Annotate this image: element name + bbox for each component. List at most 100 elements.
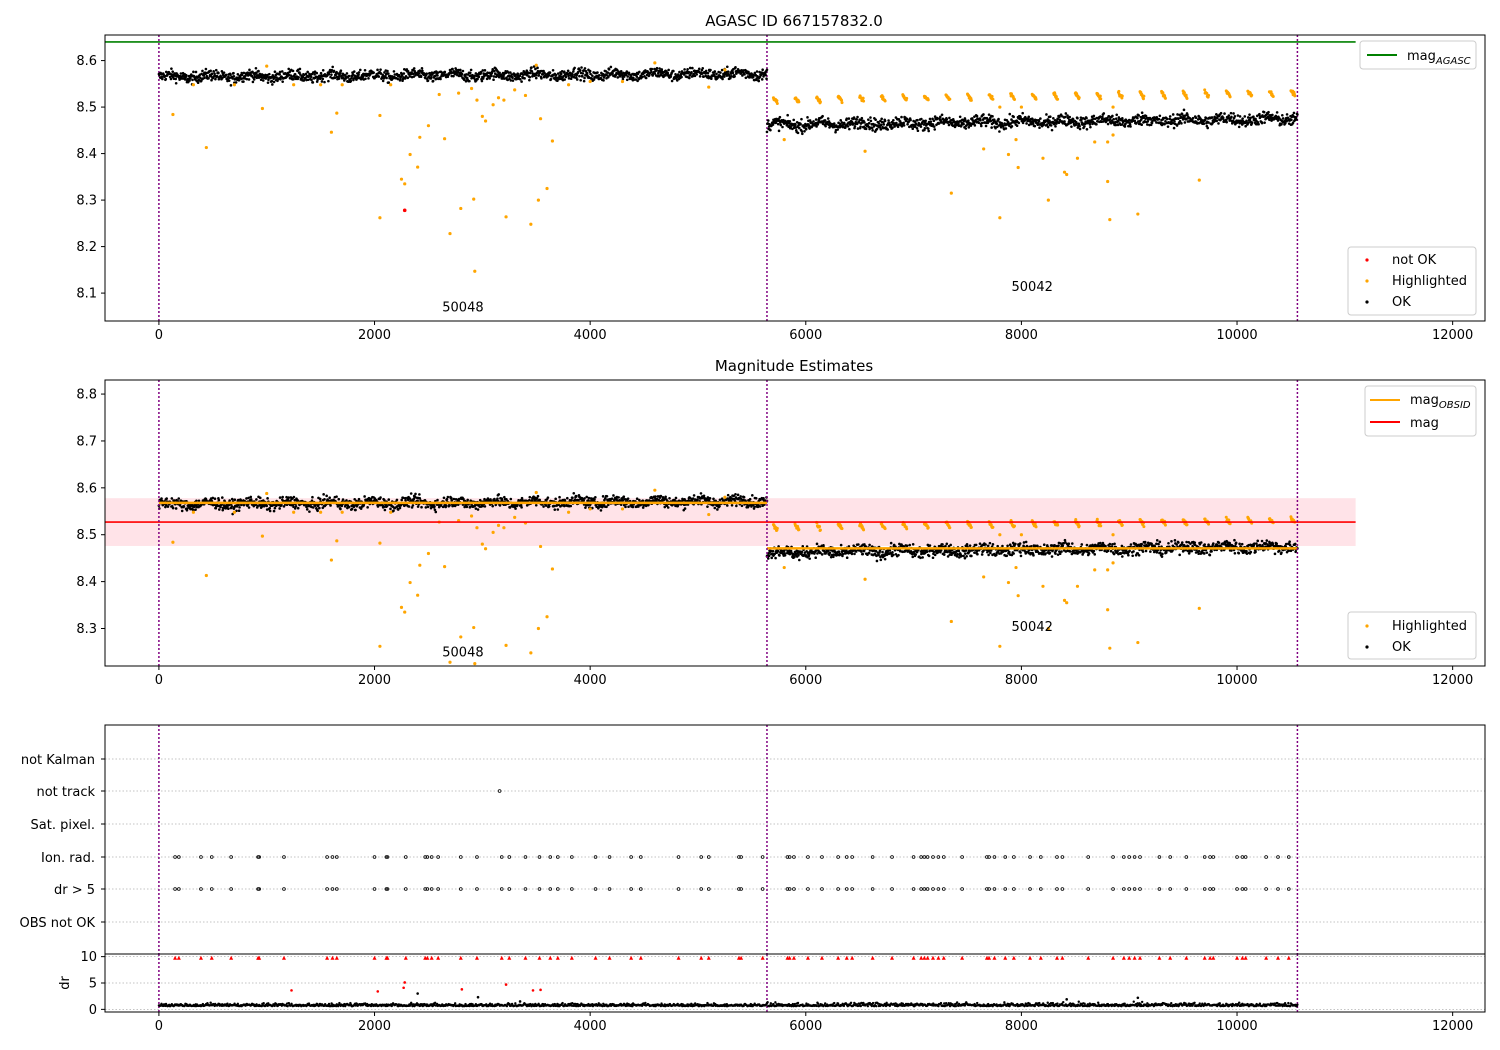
highlighted-point <box>861 96 865 100</box>
ok-point <box>554 73 558 77</box>
ok-point <box>666 506 670 509</box>
ok-point <box>905 544 909 548</box>
ok-point <box>213 72 216 75</box>
ok-point <box>846 125 850 128</box>
ok-point <box>400 498 404 502</box>
ok-point <box>776 122 780 126</box>
ok-point <box>347 505 351 509</box>
ok-point <box>778 554 781 557</box>
ok-point <box>1114 117 1118 121</box>
ok-point <box>347 74 351 78</box>
ok-point <box>980 553 984 556</box>
ok-point <box>814 556 817 559</box>
ok-point <box>606 75 610 79</box>
ok-point <box>340 74 344 78</box>
ok-point <box>316 509 319 513</box>
ok-point <box>957 549 961 553</box>
ok-point <box>404 498 407 502</box>
ok-point <box>436 74 439 77</box>
highlighted-point <box>473 269 477 273</box>
ok-point <box>653 72 657 75</box>
ok-point <box>889 541 893 545</box>
ok-point <box>511 76 514 80</box>
ok-point <box>514 507 517 510</box>
ok-point <box>562 70 566 74</box>
ok-point <box>867 551 871 555</box>
ok-point <box>411 504 415 507</box>
ok-point <box>744 76 748 80</box>
ok-point <box>815 542 819 546</box>
ok-point <box>928 544 932 547</box>
legend-agasc: magAGASC <box>1359 40 1477 70</box>
ok-point <box>592 78 596 81</box>
ok-point <box>547 505 551 508</box>
ok-point <box>897 553 900 557</box>
highlighted-point <box>775 99 779 103</box>
ok-point <box>164 70 168 74</box>
ok-point <box>173 499 176 502</box>
ok-point <box>864 127 868 131</box>
ok-point <box>511 79 515 82</box>
ok-point <box>462 78 466 82</box>
ok-point <box>319 71 323 75</box>
ok-point <box>855 118 858 121</box>
ok-point <box>230 504 234 508</box>
ok-point <box>389 507 392 511</box>
highlighted-point <box>1016 165 1020 170</box>
ok-point <box>962 122 965 126</box>
highlighted-point <box>588 79 592 84</box>
ok-point <box>588 69 592 73</box>
ok-point <box>528 495 532 499</box>
ok-point <box>409 492 413 495</box>
obsid-label: 50048 <box>442 301 483 316</box>
ok-point <box>893 125 896 128</box>
ok-point <box>298 67 302 71</box>
ok-point <box>788 120 792 123</box>
ok-point <box>578 74 581 78</box>
ok-point <box>857 543 860 546</box>
ok-point <box>455 68 458 72</box>
ok-point <box>446 495 450 499</box>
ok-point <box>426 505 430 509</box>
ok-point <box>215 74 219 78</box>
ok-point <box>789 549 793 553</box>
ok-point <box>1083 125 1086 128</box>
ok-point <box>304 72 308 76</box>
ok-point <box>448 504 451 507</box>
ok-point <box>695 73 698 76</box>
ok-point <box>988 541 992 545</box>
ok-point <box>234 81 238 84</box>
highlighted-point <box>1019 105 1024 109</box>
ok-point <box>567 77 571 80</box>
ok-point <box>722 75 726 78</box>
ok-point <box>349 79 353 83</box>
ok-point <box>964 127 968 130</box>
ok-point <box>908 543 912 547</box>
ok-point <box>194 508 197 511</box>
highlighted-point <box>378 216 382 220</box>
not-ok-point <box>402 208 407 213</box>
ok-point <box>941 543 944 546</box>
ok-point <box>267 78 270 82</box>
ok-point <box>330 73 333 76</box>
ok-point <box>847 117 851 120</box>
ok-point <box>251 80 255 84</box>
ok-point <box>573 66 576 70</box>
highlighted-point <box>171 112 175 117</box>
highlighted-point <box>1293 94 1297 98</box>
ok-point <box>967 119 970 123</box>
ok-point <box>828 551 832 555</box>
ok-point <box>381 79 385 83</box>
ok-point <box>610 497 614 500</box>
ok-point <box>979 118 982 122</box>
ok-point <box>498 71 501 75</box>
ok-point <box>892 553 895 557</box>
ok-point <box>222 71 226 74</box>
ok-point <box>270 79 274 83</box>
ok-point <box>616 76 620 79</box>
ok-point <box>1267 110 1270 114</box>
ok-point <box>401 496 405 500</box>
ok-point <box>572 491 576 495</box>
ok-point <box>806 116 809 119</box>
ok-point <box>302 79 306 82</box>
